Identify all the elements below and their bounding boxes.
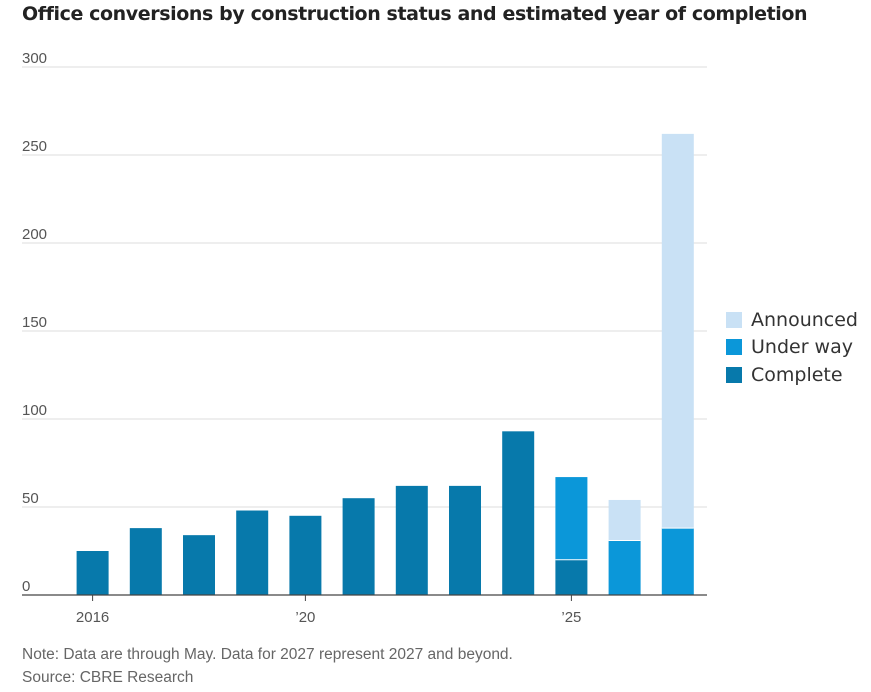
bar-complete-2018: [183, 535, 215, 595]
bar-under-way-2027: [661, 528, 694, 595]
bar-complete-2016: [76, 551, 109, 595]
y-tick-label: 200: [22, 226, 47, 243]
bar-complete-2017: [129, 528, 162, 595]
legend-swatch-announced: [726, 311, 742, 328]
chart-note: Note: Data are through May. Data for 202…: [22, 646, 513, 663]
bar-complete-2021: [342, 498, 375, 595]
bar-complete-2024: [502, 431, 535, 595]
legend-item-under-way: Under way: [726, 334, 858, 362]
legend-label-announced: Announced: [751, 308, 858, 331]
y-tick-label: 150: [22, 314, 47, 331]
legend-label-complete: Complete: [751, 363, 843, 386]
legend-label-under-way: Under way: [751, 336, 853, 359]
bar-complete-2019: [236, 510, 269, 595]
bar-under-way-2026: [608, 540, 641, 595]
bar-under-way-2025: [555, 477, 588, 560]
bar-complete-2020: [289, 515, 322, 595]
x-tick-label: ’20: [295, 609, 315, 626]
x-tick-label: ’25: [561, 609, 581, 626]
bar-chart: 0 50 100 150 200 250 300 2016 ’20 ’25: [22, 50, 707, 626]
y-axis-tick-labels: 0 50 100 150 200 250 300: [22, 50, 47, 595]
legend-swatch-under-way: [726, 339, 742, 356]
bar-complete-2022: [395, 485, 428, 595]
bar-announced-2026: [608, 499, 641, 541]
chart-title: Office conversions by construction statu…: [22, 3, 808, 25]
x-tick-label: 2016: [76, 609, 109, 626]
y-tick-label: 250: [22, 138, 47, 155]
legend-item-complete: Complete: [726, 361, 858, 389]
chart-source: Source: CBRE Research: [22, 669, 194, 686]
legend-swatch-complete: [726, 366, 742, 383]
y-tick-label: 300: [22, 50, 47, 67]
x-axis: 2016 ’20 ’25: [22, 594, 707, 626]
bars: [76, 133, 694, 595]
bar-complete-2023: [449, 485, 481, 595]
y-tick-label: 0: [22, 578, 30, 595]
y-tick-label: 100: [22, 402, 47, 419]
bar-announced-2027: [661, 133, 694, 529]
gridlines: [22, 66, 707, 508]
bar-complete-2025: [555, 559, 588, 595]
legend: Announced Under way Complete: [726, 306, 858, 389]
y-tick-label: 50: [22, 490, 39, 507]
legend-item-announced: Announced: [726, 306, 858, 334]
